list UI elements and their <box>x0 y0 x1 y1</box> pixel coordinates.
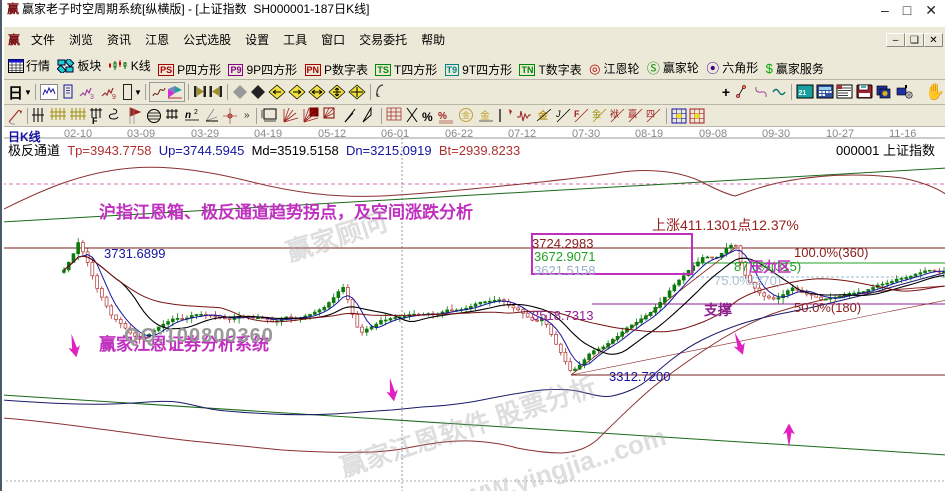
svg-text:赢: 赢 <box>628 108 637 119</box>
svg-text:J: J <box>556 109 561 119</box>
svg-text:21: 21 <box>799 90 807 97</box>
svg-text:金: 金 <box>462 110 470 120</box>
svg-text:n: n <box>185 110 191 121</box>
svg-text:四: 四 <box>646 109 655 119</box>
svg-text:3: 3 <box>90 94 94 100</box>
svg-text:金: 金 <box>480 109 490 122</box>
svg-text:F: F <box>92 116 98 125</box>
svg-text:2: 2 <box>194 109 198 116</box>
svg-text:金: 金 <box>592 108 601 119</box>
svg-text:袱: 袱 <box>610 108 619 119</box>
svg-text:%: % <box>422 110 433 124</box>
svg-text:9: 9 <box>112 94 116 100</box>
svg-text:%: % <box>438 111 447 122</box>
